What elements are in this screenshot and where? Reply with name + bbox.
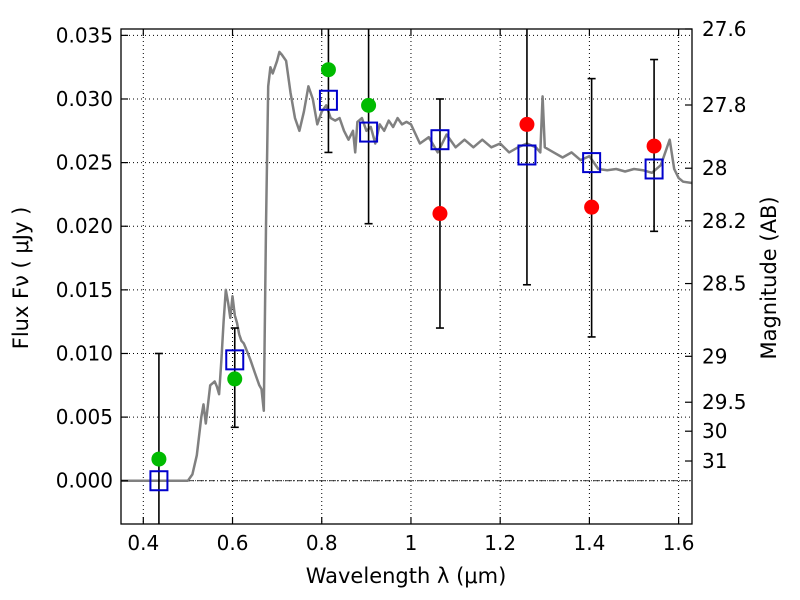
x-tick-label: 1.4 [573, 531, 605, 555]
y-tick-label: 0.030 [56, 87, 113, 111]
model-spectrum-line [121, 50, 693, 482]
x-tick-label: 0.6 [217, 531, 249, 555]
model-photometry-square [430, 129, 450, 151]
mag-tick-label: 27.6 [702, 17, 747, 41]
model-photometry-square [359, 121, 379, 143]
mag-tick-label: 27.8 [702, 93, 747, 117]
y-tick-label: 0.015 [56, 278, 113, 302]
plot-area [121, 29, 693, 524]
non-detection-point [519, 116, 535, 132]
x-tick-label: 1.2 [484, 531, 516, 555]
mag-tick-label: 29 [702, 344, 727, 368]
non-detection-point [646, 138, 662, 154]
mag-tick-label: 31 [702, 449, 727, 473]
mag-tick-label: 28 [702, 156, 727, 180]
mag-tick-label: 28.5 [702, 272, 747, 296]
non-detection-point [584, 199, 600, 215]
model-photometry-square [644, 158, 664, 180]
plot-frame [120, 28, 693, 525]
y-tick-label: 0.025 [56, 151, 113, 175]
detection-point [151, 451, 167, 467]
mag-tick-label: 30 [702, 419, 727, 443]
model-photometry-square [318, 89, 338, 111]
detection-point [227, 371, 243, 387]
y-tick-label: 0.020 [56, 214, 113, 238]
non-detection-point [432, 206, 448, 222]
model-photometry-square [517, 144, 537, 166]
x-axis-label: Wavelength λ (μm) [306, 564, 507, 588]
y-tick-label: 0.000 [56, 469, 113, 493]
model-photometry-square [582, 152, 602, 174]
model-photometry-square [225, 349, 245, 371]
y-tick-label: 0.035 [56, 23, 113, 47]
y-tick-label: 0.010 [56, 341, 113, 365]
x-tick-label: 0.8 [306, 531, 338, 555]
y-tick-label: 0.005 [56, 405, 113, 429]
x-tick-label: 1 [405, 531, 418, 555]
y-axis-right-label: Magnitude (AB) [757, 196, 781, 359]
axis-ticks: 0.4 0.6 0.8 1 1.2 1.4 1.6 0.000 0.005 0.010 0.015 0… [56, 17, 747, 555]
grid [121, 29, 692, 524]
detection-point [361, 97, 377, 113]
model-photometry-square [149, 470, 169, 492]
x-tick-label: 0.4 [127, 531, 159, 555]
detection-point [320, 62, 336, 78]
mag-tick-label: 29.5 [702, 390, 747, 414]
y-axis-label: Flux Fν ( μJy ) [9, 207, 33, 350]
x-tick-label: 1.6 [663, 531, 695, 555]
mag-tick-label: 28.2 [702, 209, 747, 233]
